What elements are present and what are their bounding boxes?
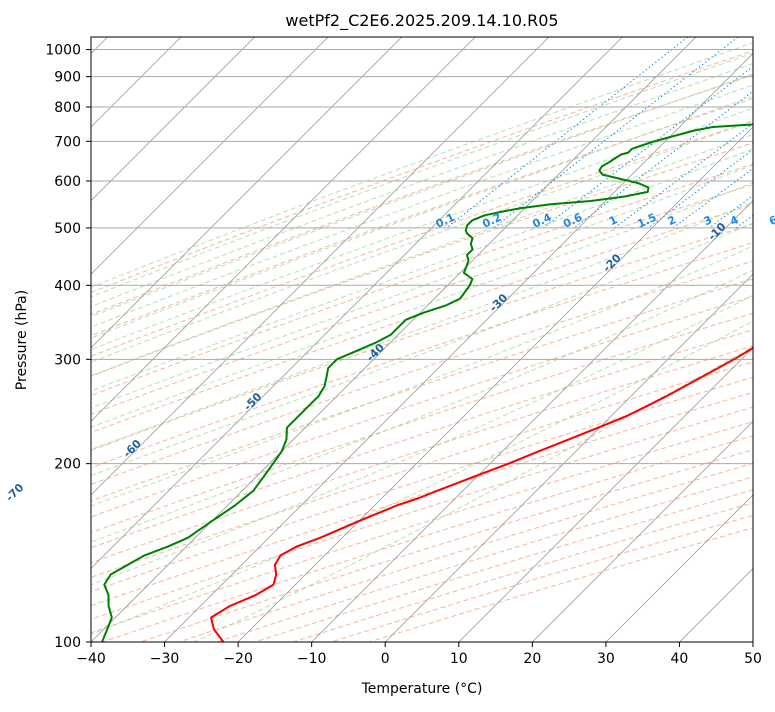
moist-adiabat xyxy=(0,37,775,555)
isotherm-label: -50 xyxy=(241,390,264,413)
moist-adiabat xyxy=(0,37,775,521)
y-tick-label: 200 xyxy=(54,457,81,473)
x-tick-label: −10 xyxy=(297,651,327,667)
y-tick-label: 700 xyxy=(54,134,81,150)
x-tick-label: 20 xyxy=(523,651,541,667)
background-lines xyxy=(0,37,775,642)
isotherm xyxy=(91,37,696,642)
axis-layer: −40 −30 −20 −10 0 10 20 30 40 50 100 200 300 400 500 60… xyxy=(45,43,762,667)
y-tick-label: 300 xyxy=(54,352,81,368)
x-tick-label: −40 xyxy=(76,651,106,667)
isotherm xyxy=(753,37,775,642)
isotherm xyxy=(165,37,770,642)
dry-adiabat xyxy=(179,37,775,642)
y-tick-label: 100 xyxy=(54,635,81,651)
y-tick-label: 500 xyxy=(54,221,81,237)
moist-adiabat xyxy=(26,37,775,343)
plot-frame xyxy=(91,37,753,642)
isotherm xyxy=(17,37,622,642)
mixing-ratio-line xyxy=(615,37,775,228)
isotherm xyxy=(679,37,775,642)
isotherm-label: -30 xyxy=(487,291,510,314)
moist-adiabat xyxy=(61,37,775,309)
isotherm-label: -60 xyxy=(121,437,144,460)
isotherm xyxy=(238,37,775,642)
mixing-ratio-label: 2 xyxy=(665,213,677,228)
x-tick-label: 40 xyxy=(671,651,689,667)
x-tick-label: −20 xyxy=(223,651,253,667)
y-tick-label: 800 xyxy=(54,100,81,116)
y-tick-label: 1000 xyxy=(45,43,81,59)
y-axis-title: Pressure (hPa) xyxy=(14,290,30,390)
isotherm xyxy=(0,37,402,642)
mixing-ratio-label: 6 xyxy=(767,213,775,228)
y-tick-label: 900 xyxy=(54,70,81,86)
y-tick-label: 400 xyxy=(54,278,81,294)
isotherm-label: -40 xyxy=(364,341,387,364)
x-axis-title: Temperature (°C) xyxy=(361,681,483,697)
dry-adiabat xyxy=(217,37,775,642)
mixing-ratio-label: 4 xyxy=(728,213,741,228)
isotherm xyxy=(0,37,255,642)
mixing-ratio-line xyxy=(543,37,775,228)
y-tick-label: 600 xyxy=(54,174,81,190)
isotherm-label: -70 xyxy=(3,481,26,504)
isotherm xyxy=(606,37,775,642)
dry-adiabat xyxy=(103,37,775,642)
moist-adiabat xyxy=(0,37,775,491)
isotherm xyxy=(459,37,775,642)
mixing-ratio-line xyxy=(736,37,775,228)
chart-title: wetPf2_C2E6.2025.209.14.10.R05 xyxy=(285,11,558,31)
x-tick-label: −30 xyxy=(150,651,180,667)
x-tick-label: 0 xyxy=(381,651,390,667)
x-tick-label: 30 xyxy=(597,651,615,667)
x-tick-label: 10 xyxy=(450,651,468,667)
x-tick-label: 50 xyxy=(744,651,762,667)
moist-adiabat xyxy=(0,37,775,595)
